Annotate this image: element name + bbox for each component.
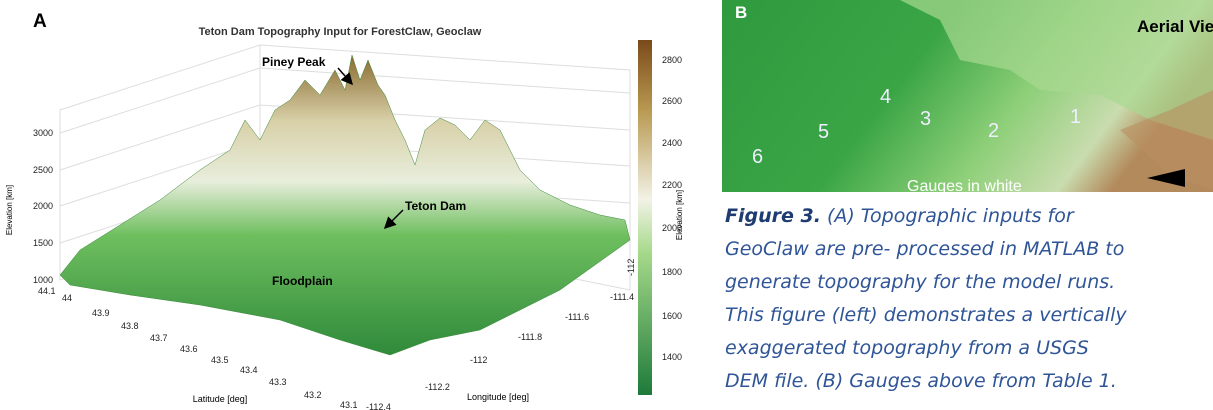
caption-text: Figure 3. (A) Topographic inputs for (725, 205, 1075, 227)
latitude-tick-label: 43.7 (150, 333, 168, 343)
gauge-label: 5 (818, 121, 829, 143)
caption-line: GeoClaw are pre- processed in MATLAB to (725, 238, 1124, 260)
panel-label: B (735, 3, 747, 22)
latitude-tick-label: 43.9 (92, 308, 110, 318)
caption-line: This figure (left) demonstrates a vertic… (725, 304, 1127, 326)
latitude-tick-label: 43.8 (121, 321, 139, 331)
gauge-label: 6 (752, 146, 763, 168)
gauge-label: 1 (1070, 106, 1081, 128)
arrow (383, 209, 404, 230)
pointer (1147, 169, 1185, 187)
arrow (337, 67, 353, 86)
latitude-tick-label: 43.3 (269, 377, 287, 387)
colorbar-label: Elevation [km] (675, 190, 684, 240)
latitude-tick-label: 43.5 (211, 355, 229, 365)
colorbar-tick-label: 2600 (662, 96, 682, 106)
panel-title: Aerial View (1137, 17, 1213, 36)
z-tick-label: 3000 (33, 128, 53, 138)
terrain-surface (59, 54, 631, 356)
z-tick-label: 1000 (33, 275, 53, 285)
colorbar-tick-label: 2400 (662, 138, 682, 148)
longitude-tick-label: -112 (626, 259, 636, 276)
caption-line: (A) Topographic inputs for (827, 205, 1075, 227)
z-tick-label: 1500 (33, 238, 53, 248)
caption-line: generate topography for the model runs. (725, 271, 1115, 293)
longitude-tick-label: -111.6 (565, 312, 589, 322)
axis-label: Latitude [deg] (193, 394, 248, 404)
plot-title: Teton Dam Topography Input for ForestCla… (199, 26, 482, 38)
longitude-tick-label: -112 (470, 355, 487, 365)
colorbar-tick-label: 1600 (662, 311, 682, 321)
longitude-tick-label: -111.4 (610, 292, 634, 302)
panel-label: A (33, 11, 47, 32)
annotation: Teton Dam (405, 199, 466, 213)
colorbar-tick-label: 2000 (662, 223, 682, 233)
caption-label: Figure 3. (725, 205, 821, 227)
colorbar-tick-label: 2800 (662, 55, 682, 65)
colorbar (638, 40, 652, 395)
latitude-tick-label: 43.1 (340, 400, 358, 410)
terrain-highlight (900, 0, 1213, 140)
longitude-tick-label: -112.4 (366, 402, 391, 410)
note: Gauges in white (907, 178, 1022, 195)
terrain-highlight (1120, 90, 1213, 190)
gauge-label: 4 (880, 86, 891, 108)
gauge-label: 2 (988, 120, 999, 142)
z-tick-label: 2000 (33, 201, 53, 211)
caption-line: exaggerated topography from a USGS (725, 337, 1089, 359)
latitude-tick-label: 44 (62, 293, 72, 303)
latitude-tick-label: 44.1 (38, 286, 56, 296)
longitude-tick-label: -112.2 (425, 382, 450, 392)
colorbar-tick-label: 1800 (662, 267, 682, 277)
annotation: Piney Peak (262, 55, 326, 69)
latitude-tick-label: 43.2 (304, 390, 322, 400)
caption-line: DEM file. (B) Gauges above from Table 1. (725, 370, 1117, 392)
colorbar-tick-label: 2200 (662, 180, 682, 190)
gauge-label: 3 (920, 108, 931, 130)
longitude-tick-label: -111.8 (518, 332, 542, 342)
colorbar-tick-label: 1400 (662, 352, 682, 362)
axis-label: Longitude [deg] (467, 392, 529, 402)
latitude-tick-label: 43.6 (180, 344, 198, 354)
axis-label: Elevation [km] (5, 185, 14, 235)
annotation: Floodplain (272, 274, 333, 288)
latitude-tick-label: 43.4 (240, 365, 258, 375)
z-tick-label: 2500 (33, 165, 53, 175)
